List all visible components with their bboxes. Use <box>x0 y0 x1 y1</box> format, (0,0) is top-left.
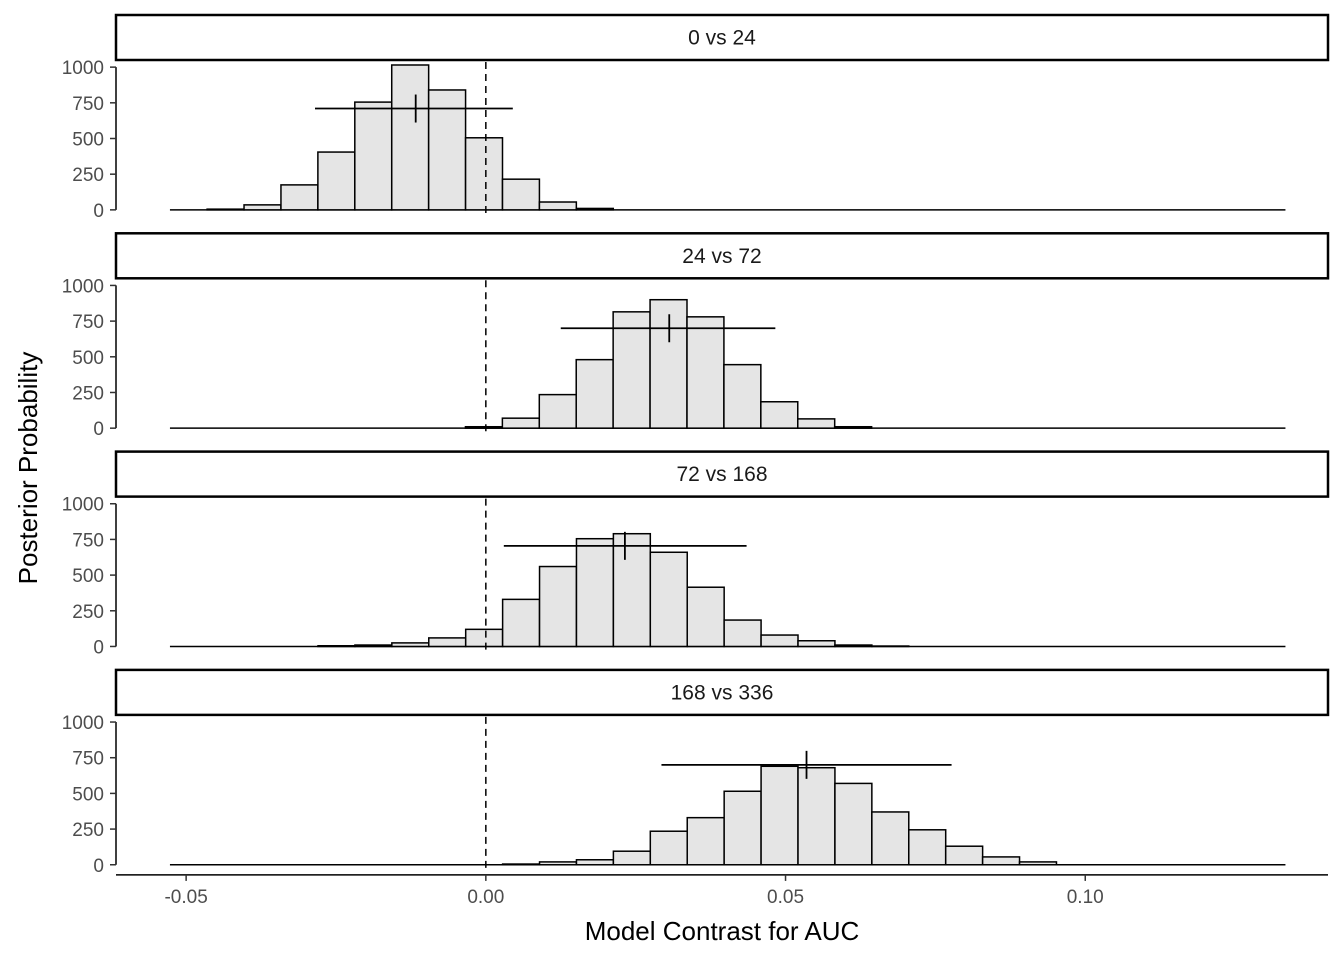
x-axis: -0.05 0.00 0.05 0.10 <box>116 874 1328 908</box>
facet-strip <box>114 450 1330 498</box>
histogram-bar <box>575 859 615 866</box>
histogram-bar <box>464 628 504 648</box>
facet-strip <box>114 13 1330 62</box>
histogram-bar <box>464 425 504 429</box>
histogram-bar <box>686 586 725 648</box>
y-axis-title: Posterior Probability <box>13 352 43 585</box>
histogram-bar <box>464 137 504 211</box>
histogram-bar <box>501 417 541 429</box>
x-tick-label: 0.10 <box>1067 887 1104 908</box>
y-tick-label: 500 <box>72 566 104 587</box>
facet-strip-label: 24 vs 72 <box>682 245 761 268</box>
y-tick-label: 1000 <box>62 713 104 734</box>
facet-panel: 24 vs 72 0 250 500 750 1000 <box>62 232 1330 440</box>
histogram-bar <box>760 634 799 648</box>
histogram-bar <box>501 863 541 866</box>
histogram-bar <box>981 856 1021 866</box>
histogram-bar <box>575 207 615 211</box>
histogram-bar <box>833 425 873 429</box>
y-tick-label: 250 <box>72 602 104 623</box>
y-tick-label: 250 <box>72 383 104 404</box>
y-tick-label: 0 <box>93 856 104 877</box>
x-tick-label: 0.00 <box>467 887 504 908</box>
histogram-bar <box>908 829 947 866</box>
y-tick-label: 250 <box>72 165 104 186</box>
x-tick-label: 0.05 <box>767 887 804 908</box>
histogram-bar <box>354 101 393 211</box>
y-tick-label: 750 <box>72 530 104 551</box>
histogram-bar <box>575 358 614 429</box>
y-tick-label: 500 <box>72 130 104 151</box>
y-tick-label: 1000 <box>62 276 104 297</box>
histogram-bar <box>575 537 615 648</box>
y-tick-label: 1000 <box>62 58 104 79</box>
facet-strip-label: 168 vs 336 <box>671 681 774 704</box>
histogram-bar <box>1018 861 1058 866</box>
histogram-bar <box>427 89 467 211</box>
histogram-bar <box>280 184 319 211</box>
histogram-bar <box>834 644 873 648</box>
histogram-bar <box>649 551 688 648</box>
y-tick-label: 500 <box>72 348 104 369</box>
facet-strip-label: 0 vs 24 <box>688 27 756 50</box>
histogram-bar <box>538 565 578 648</box>
histogram-bar <box>538 201 578 211</box>
y-tick-label: 0 <box>93 637 104 658</box>
facet-panel: 0 vs 24 0 250 500 750 1000 <box>62 13 1330 222</box>
histogram-bar <box>944 845 984 866</box>
histogram-bar <box>797 418 836 429</box>
histogram-bar <box>612 850 652 866</box>
histogram-bar <box>723 619 762 648</box>
y-tick-label: 500 <box>72 784 104 805</box>
histogram-bar <box>243 204 282 211</box>
y-tick-label: 750 <box>72 94 104 115</box>
x-tick-label: -0.05 <box>164 887 207 908</box>
y-tick-label: 0 <box>93 201 104 222</box>
histogram-bar <box>317 645 356 648</box>
histogram-bar <box>538 393 577 429</box>
histogram-bar <box>760 401 799 429</box>
histogram-bar <box>834 782 873 866</box>
y-tick-label: 1000 <box>62 495 104 516</box>
histogram-bar <box>686 816 725 866</box>
histogram-bar <box>686 316 725 429</box>
histogram-bar <box>538 861 578 866</box>
histogram-bar <box>501 178 541 211</box>
histogram-bar <box>723 790 762 866</box>
histogram-bar <box>723 363 762 429</box>
histogram-bar <box>428 637 467 648</box>
facet-strip <box>114 232 1330 280</box>
histogram-bar <box>501 598 541 648</box>
y-tick-label: 250 <box>72 820 104 841</box>
histogram-bar <box>760 765 799 866</box>
x-axis-title: Model Contrast for AUC <box>585 916 860 946</box>
histogram-bar <box>797 640 836 648</box>
y-tick-label: 750 <box>72 749 104 770</box>
y-tick-label: 0 <box>93 419 104 440</box>
histogram-bar <box>797 766 836 866</box>
histogram-bar <box>649 830 688 866</box>
histogram-bar <box>317 151 356 211</box>
facet-panel: 72 vs 168 0 250 500 750 1000 <box>62 450 1330 658</box>
y-tick-label: 750 <box>72 312 104 333</box>
histogram-bar <box>354 644 393 648</box>
histogram-bar <box>390 64 430 211</box>
facet-strip <box>114 668 1330 717</box>
histogram-bar <box>871 811 910 866</box>
histogram-bar <box>391 642 430 648</box>
histogram-bar <box>612 311 651 429</box>
histogram-bar <box>206 208 245 211</box>
facet-strip-label: 72 vs 168 <box>676 463 767 486</box>
facet-panel: 168 vs 336 0 250 500 750 1000 <box>62 668 1330 877</box>
histogram-bar <box>612 532 652 648</box>
